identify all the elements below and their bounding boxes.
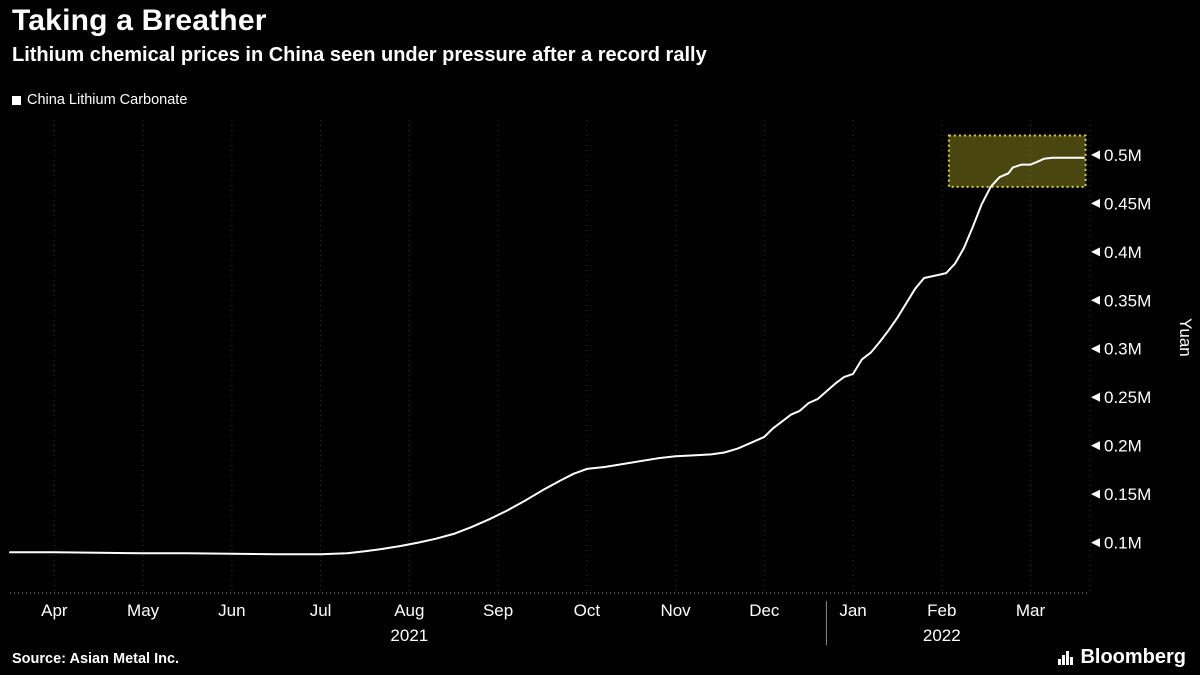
y-tick-label: 0.3M: [1104, 340, 1142, 359]
x-tick-label: Oct: [574, 601, 601, 620]
x-tick-label: Jun: [218, 601, 245, 620]
y-tick-label: 0.4M: [1104, 243, 1142, 262]
y-tick-label: 0.2M: [1104, 437, 1142, 456]
x-tick-label: Jan: [839, 601, 866, 620]
y-tick-label: 0.25M: [1104, 388, 1151, 407]
x-tick-label: Nov: [660, 601, 691, 620]
y-tick-arrow: [1091, 538, 1100, 548]
x-tick-label: Mar: [1016, 601, 1046, 620]
y-tick-arrow: [1091, 150, 1100, 160]
y-tick-label: 0.15M: [1104, 485, 1151, 504]
highlight-box: [947, 134, 1087, 188]
x-tick-label: Sep: [483, 601, 513, 620]
y-tick-label: 0.35M: [1104, 291, 1151, 310]
bloomberg-wordmark: Bloomberg: [1080, 646, 1186, 668]
x-tick-label: Apr: [41, 601, 68, 620]
y-tick-arrow: [1091, 247, 1100, 257]
y-tick-arrow: [1091, 344, 1100, 354]
chart-subtitle: Lithium chemical prices in China seen un…: [12, 44, 707, 66]
y-tick-arrow: [1091, 392, 1100, 402]
y-tick-label: 0.45M: [1104, 194, 1151, 213]
bloomberg-logo-icon: [1058, 650, 1074, 665]
legend: China Lithium Carbonate: [12, 92, 187, 108]
y-axis-title: Yuan: [1176, 318, 1195, 357]
y-tick-arrow: [1091, 198, 1100, 208]
year-label: 2021: [390, 626, 428, 645]
x-tick-label: Feb: [927, 601, 956, 620]
x-tick-label: May: [127, 601, 160, 620]
y-tick-arrow: [1091, 489, 1100, 499]
source-note: Source: Asian Metal Inc.: [12, 651, 180, 667]
price-line: [9, 156, 1085, 556]
y-tick-label: 0.5M: [1104, 146, 1142, 165]
y-tick-arrow: [1091, 441, 1100, 451]
chart-title: Taking a Breather: [12, 4, 267, 37]
legend-label: China Lithium Carbonate: [27, 92, 188, 108]
year-label: 2022: [923, 626, 961, 645]
bloomberg-logo: Bloomberg: [1058, 646, 1186, 669]
y-tick-arrow: [1091, 295, 1100, 305]
x-tick-label: Dec: [749, 601, 780, 620]
x-tick-label: Jul: [310, 601, 332, 620]
legend-marker-icon: [12, 95, 21, 105]
y-tick-label: 0.1M: [1104, 534, 1142, 553]
x-tick-label: Aug: [394, 601, 424, 620]
